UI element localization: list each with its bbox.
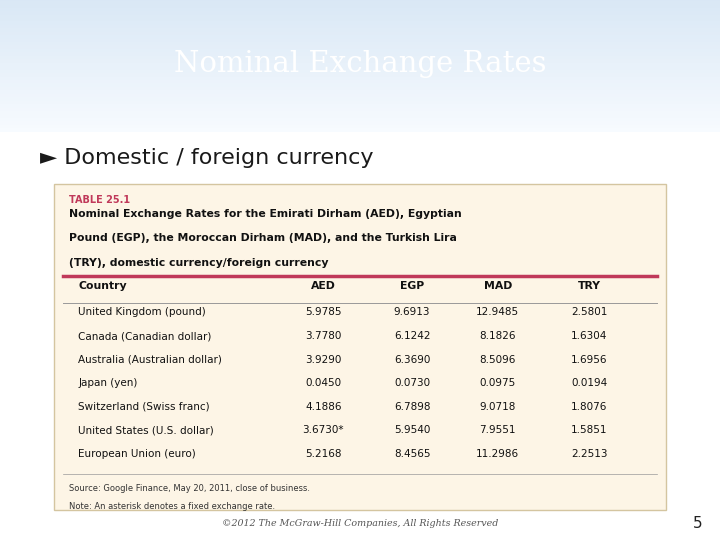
Text: 1.6956: 1.6956: [571, 355, 608, 365]
Text: Note: An asterisk denotes a fixed exchange rate.: Note: An asterisk denotes a fixed exchan…: [69, 502, 276, 511]
Text: Canada (Canadian dollar): Canada (Canadian dollar): [78, 331, 212, 341]
Text: 5.2168: 5.2168: [305, 449, 341, 459]
Text: Nominal Exchange Rates for the Emirati Dirham (AED), Egyptian: Nominal Exchange Rates for the Emirati D…: [69, 209, 462, 219]
Text: 7.9551: 7.9551: [480, 426, 516, 435]
Text: 2.5801: 2.5801: [571, 307, 608, 318]
Text: Nominal Exchange Rates: Nominal Exchange Rates: [174, 50, 546, 78]
Text: 8.1826: 8.1826: [480, 331, 516, 341]
Text: 11.2986: 11.2986: [476, 449, 519, 459]
Text: 3.6730*: 3.6730*: [302, 426, 344, 435]
Text: 2.2513: 2.2513: [571, 449, 608, 459]
Text: (TRY), domestic currency/foreign currency: (TRY), domestic currency/foreign currenc…: [69, 258, 329, 268]
Text: 1.5851: 1.5851: [571, 426, 608, 435]
Text: Japan (yen): Japan (yen): [78, 378, 138, 388]
Text: 1.6304: 1.6304: [571, 331, 608, 341]
Text: 0.0975: 0.0975: [480, 378, 516, 388]
Text: Pound (EGP), the Moroccan Dirham (MAD), and the Turkish Lira: Pound (EGP), the Moroccan Dirham (MAD), …: [69, 233, 457, 243]
Text: 6.7898: 6.7898: [394, 402, 431, 412]
Text: AED: AED: [311, 281, 336, 291]
Text: Australia (Australian dollar): Australia (Australian dollar): [78, 355, 222, 365]
Text: MAD: MAD: [484, 281, 512, 291]
Text: European Union (euro): European Union (euro): [78, 449, 197, 459]
Text: 0.0730: 0.0730: [394, 378, 430, 388]
Text: 3.9290: 3.9290: [305, 355, 341, 365]
Text: 1.8076: 1.8076: [571, 402, 608, 412]
Text: TABLE 25.1: TABLE 25.1: [69, 195, 130, 205]
Text: 12.9485: 12.9485: [476, 307, 519, 318]
Text: Switzerland (Swiss franc): Switzerland (Swiss franc): [78, 402, 210, 412]
Text: 9.0718: 9.0718: [480, 402, 516, 412]
Text: 0.0194: 0.0194: [572, 378, 608, 388]
Text: 6.3690: 6.3690: [394, 355, 431, 365]
Text: 5: 5: [693, 516, 702, 531]
Text: EGP: EGP: [400, 281, 424, 291]
FancyBboxPatch shape: [54, 184, 666, 510]
Text: 5.9540: 5.9540: [394, 426, 431, 435]
Text: ► Domestic / foreign currency: ► Domestic / foreign currency: [40, 147, 373, 167]
Text: Country: Country: [78, 281, 127, 291]
Text: 8.5096: 8.5096: [480, 355, 516, 365]
Text: 3.7780: 3.7780: [305, 331, 341, 341]
Text: United States (U.S. dollar): United States (U.S. dollar): [78, 426, 215, 435]
Text: Source: Google Finance, May 20, 2011, close of business.: Source: Google Finance, May 20, 2011, cl…: [69, 484, 310, 493]
Text: 6.1242: 6.1242: [394, 331, 431, 341]
Text: ©2012 The McGraw-Hill Companies, All Rights Reserved: ©2012 The McGraw-Hill Companies, All Rig…: [222, 519, 498, 528]
Text: 9.6913: 9.6913: [394, 307, 431, 318]
Text: 5.9785: 5.9785: [305, 307, 341, 318]
Text: 4.1886: 4.1886: [305, 402, 341, 412]
Text: TRY: TRY: [578, 281, 601, 291]
Text: 8.4565: 8.4565: [394, 449, 431, 459]
Text: United Kingdom (pound): United Kingdom (pound): [78, 307, 206, 318]
Text: 0.0450: 0.0450: [305, 378, 341, 388]
